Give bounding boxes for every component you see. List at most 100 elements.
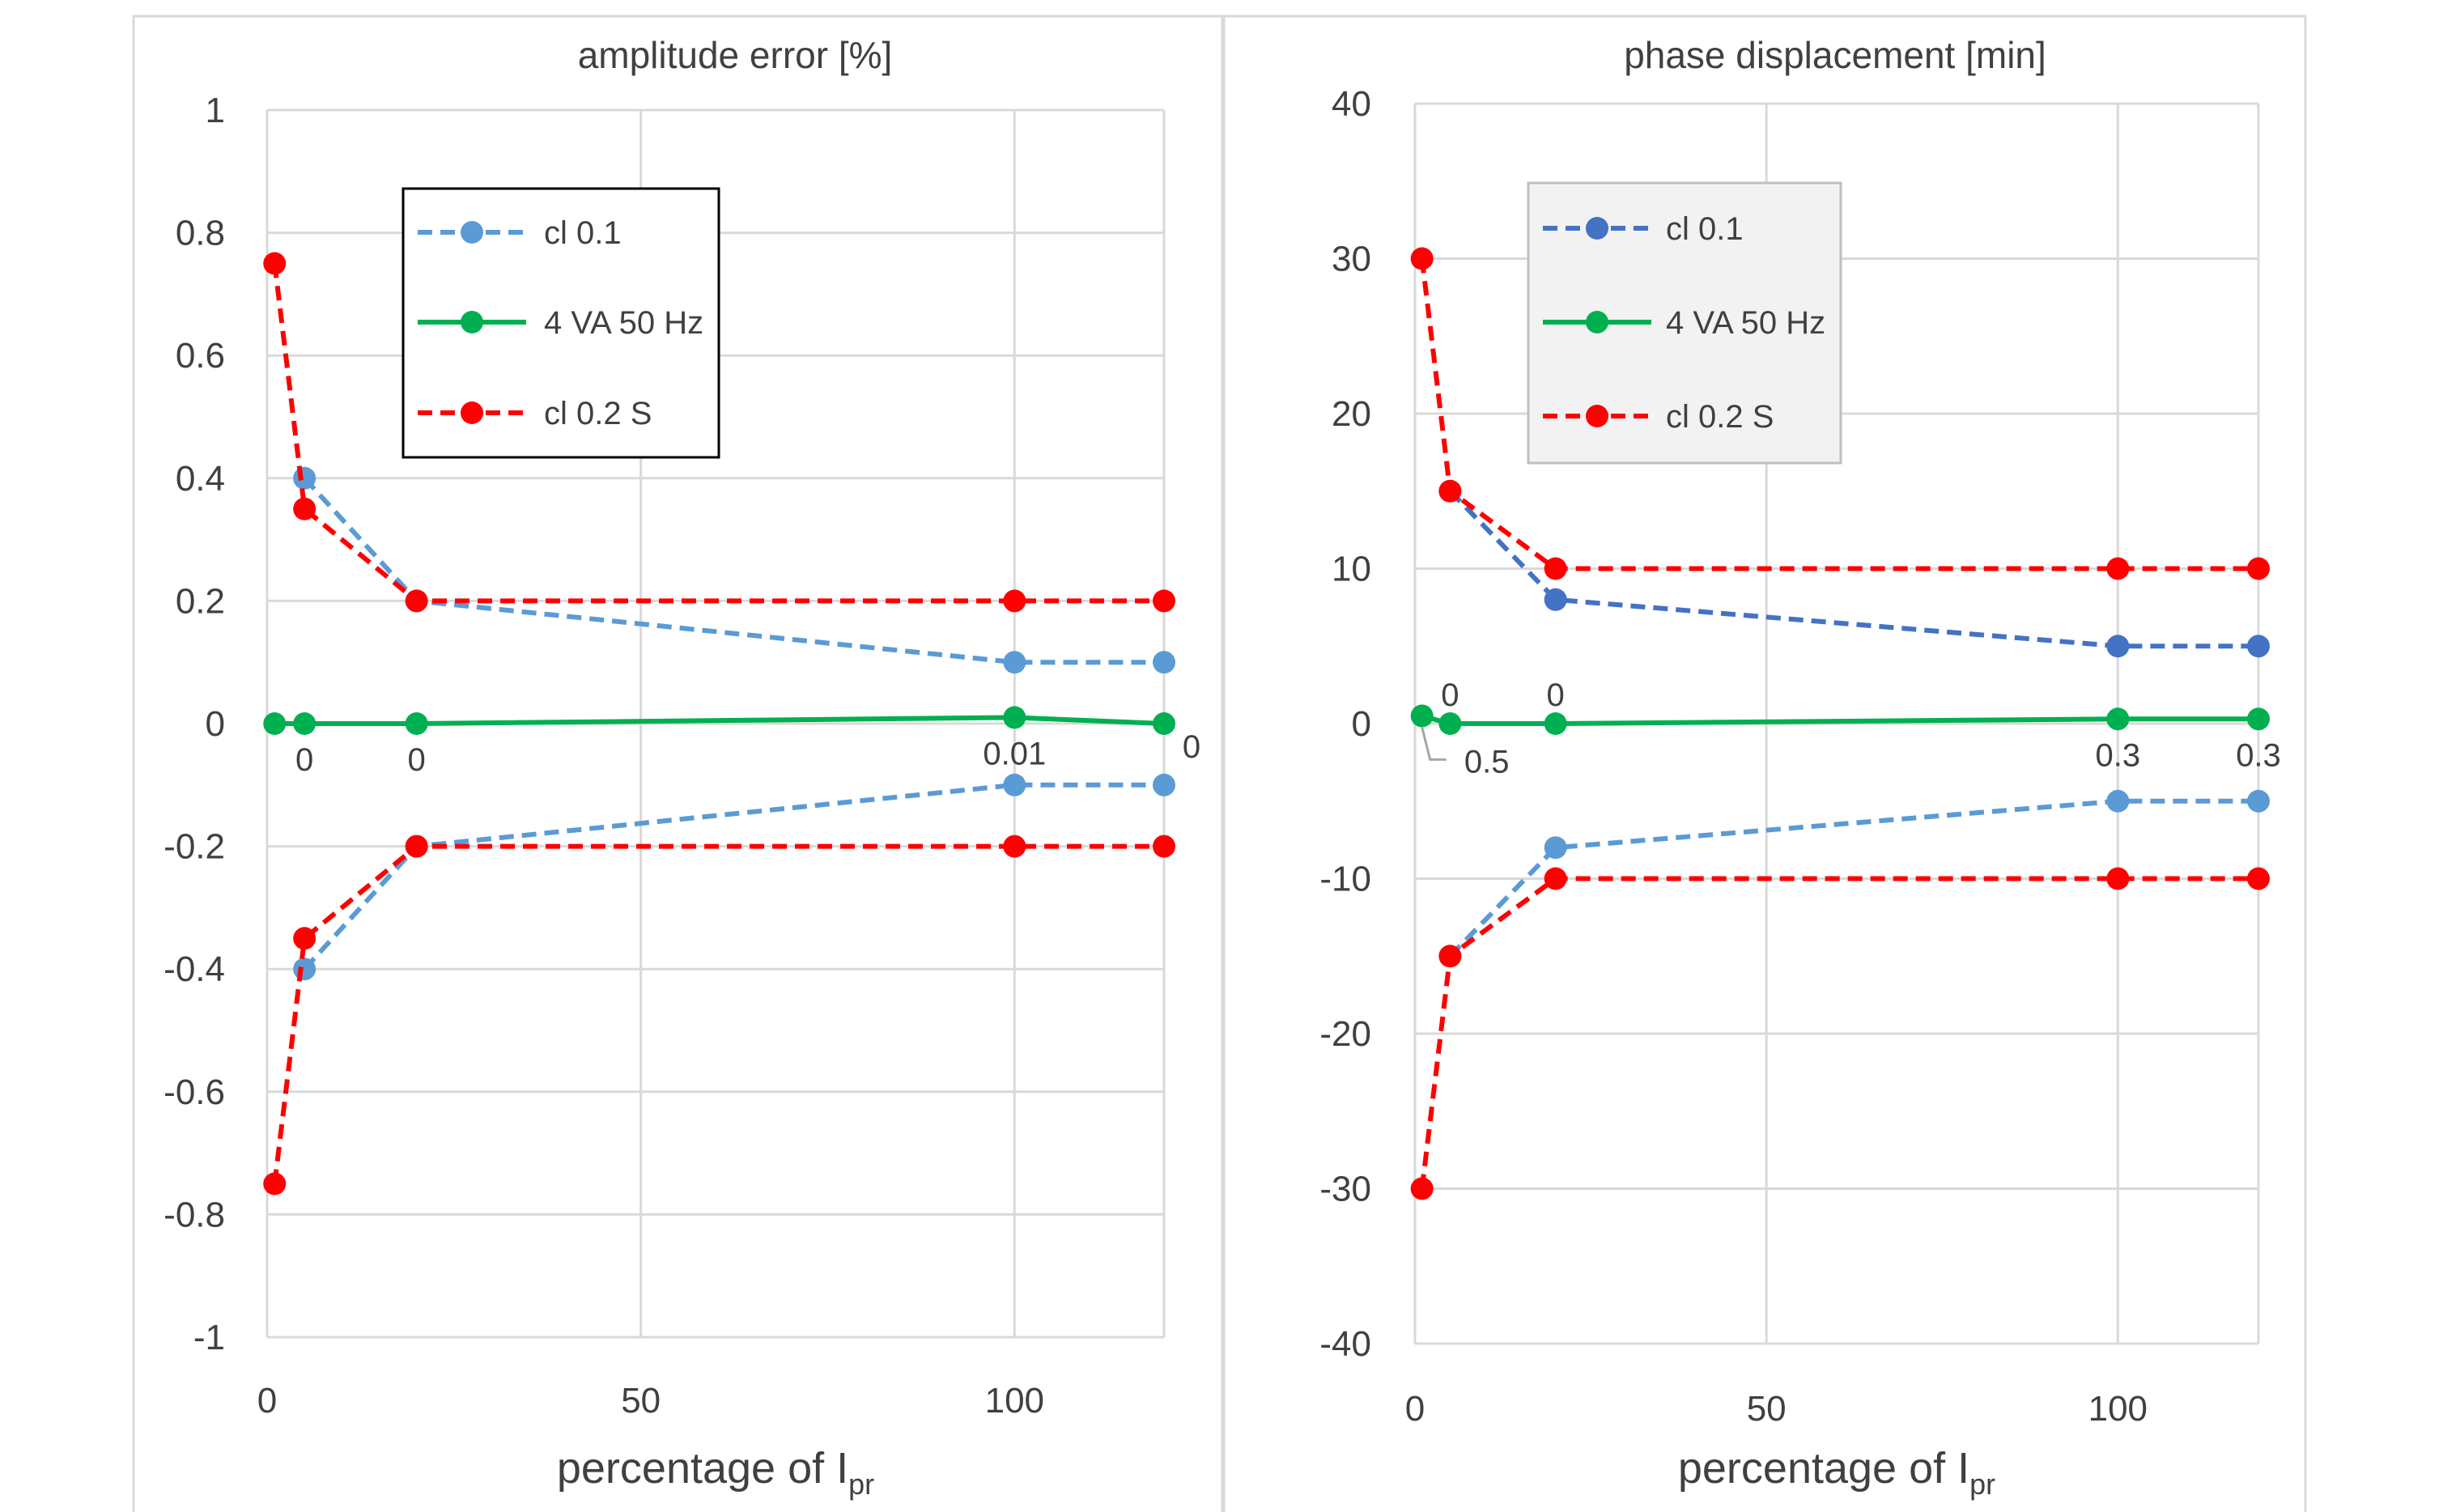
legend-marker (1586, 311, 1608, 333)
data-point (2106, 635, 2130, 658)
legend-label: cl 0.2 S (544, 396, 652, 431)
y-tick-label: -0.8 (164, 1195, 225, 1234)
data-point (1003, 773, 1026, 796)
data-point (2247, 635, 2270, 658)
x-tick-label: 0 (1405, 1389, 1425, 1429)
data-point (1153, 712, 1175, 735)
legend: cl 0.1 4 VA 50 Hz cl 0.2 S (1527, 181, 1842, 465)
series-line-cl-01 (302, 476, 1164, 665)
data-label: 0 (1547, 677, 1565, 713)
y-tick-label: 20 (1332, 394, 1371, 434)
legend-marker (461, 221, 483, 244)
x-tick-label: 100 (985, 1381, 1044, 1421)
data-label: 0.3 (2096, 737, 2141, 773)
data-label: 0 (1183, 729, 1200, 765)
data-point (293, 958, 317, 981)
data-point (405, 589, 428, 613)
y-tick-label: 0.2 (176, 581, 225, 621)
x-axis-label-main: percentage of I (557, 1444, 848, 1493)
y-tick-label: 30 (1332, 240, 1371, 279)
legend-label: 4 VA 50 Hz (544, 305, 703, 341)
phase-displacement-panel: phase displacement [min] -40 -30 -20 -10 0 10 2… (1222, 15, 2307, 1512)
data-point (263, 712, 287, 735)
x-tick-label: 50 (1747, 1389, 1787, 1429)
data-point (1438, 712, 1462, 735)
data-point (2247, 867, 2270, 890)
data-point (1438, 945, 1462, 968)
y-tick-label: -1 (193, 1318, 225, 1357)
data-point (405, 835, 428, 858)
data-label: 0.01 (983, 736, 1046, 771)
y-tick-label: -0.6 (164, 1072, 225, 1112)
y-tick-label: 10 (1332, 550, 1371, 589)
series-line-cl-01 (1448, 798, 2258, 958)
legend-marker (1586, 217, 1608, 240)
legend: cl 0.1 4 VA 50 Hz cl 0.2 S (402, 187, 720, 459)
data-label: 0 (1441, 677, 1459, 713)
data-point (1003, 589, 1026, 613)
data-point (293, 712, 317, 735)
data-point (405, 712, 428, 735)
y-tick-label: 0.6 (176, 336, 225, 376)
data-point (1153, 651, 1175, 674)
series-line-cl-01 (302, 782, 1164, 971)
legend-label: 4 VA 50 Hz (1666, 305, 1825, 341)
data-point (1153, 835, 1175, 858)
data-point (1544, 557, 1567, 580)
data-point (1153, 589, 1175, 613)
data-point (1544, 836, 1567, 860)
data-point (1003, 706, 1026, 729)
y-tick-label: 0 (206, 704, 225, 744)
data-label-leader (1421, 727, 1447, 761)
data-point (263, 1172, 287, 1196)
data-point (2106, 867, 2130, 890)
x-tick-label: 0 (257, 1381, 277, 1421)
legend-marker (1586, 405, 1608, 427)
legend-label: cl 0.2 S (1666, 399, 1774, 435)
x-axis-label: percentage of Ipr (1678, 1444, 1995, 1501)
y-tick-label: 40 (1332, 84, 1371, 124)
chart-title: amplitude error [%] (578, 34, 893, 76)
y-tick-label: -10 (1319, 860, 1371, 899)
data-point (1544, 712, 1567, 735)
data-point (1544, 867, 1567, 890)
data-label: 0.3 (2236, 737, 2281, 773)
data-label: 0 (408, 742, 426, 778)
data-point (293, 466, 317, 490)
x-axis-label: percentage of Ipr (557, 1444, 874, 1501)
data-point (293, 497, 317, 520)
data-point (1410, 704, 1434, 728)
data-point (293, 927, 317, 950)
data-point (2247, 707, 2270, 731)
legend-marker (461, 401, 483, 424)
x-tick-label: 50 (621, 1381, 661, 1421)
data-point (2106, 557, 2130, 580)
data-point (2247, 557, 2270, 580)
y-tick-label: -20 (1319, 1014, 1371, 1054)
legend-label: cl 0.1 (544, 215, 622, 251)
y-tick-label: -30 (1319, 1170, 1371, 1209)
data-point (1003, 651, 1026, 674)
x-axis-label-subscript: pr (1969, 1467, 1995, 1501)
data-point (1410, 1177, 1434, 1200)
y-tick-label: 1 (206, 91, 225, 130)
y-tick-label: 0.4 (176, 459, 225, 499)
legend-label: cl 0.1 (1666, 211, 1744, 247)
y-tick-label: -0.2 (164, 827, 225, 867)
data-point (1410, 247, 1434, 270)
data-point (1438, 479, 1462, 503)
data-point (1153, 773, 1175, 796)
data-label: 0 (295, 742, 313, 778)
data-point (1003, 835, 1026, 858)
x-axis-label-main: percentage of I (1678, 1444, 1969, 1493)
data-point (2247, 789, 2270, 813)
x-tick-label: 100 (2088, 1389, 2148, 1429)
y-tick-label: 0.8 (176, 214, 225, 253)
data-point (1544, 588, 1567, 611)
chart-title: phase displacement [min] (1624, 34, 2046, 76)
data-label: 0.5 (1464, 744, 1510, 779)
amplitude-error-panel: amplitude error [%] -1 -0.8 -0.6 -0.4 -0.2 0 0.… (132, 15, 1224, 1512)
data-point (263, 252, 287, 275)
y-tick-label: -40 (1319, 1324, 1371, 1364)
